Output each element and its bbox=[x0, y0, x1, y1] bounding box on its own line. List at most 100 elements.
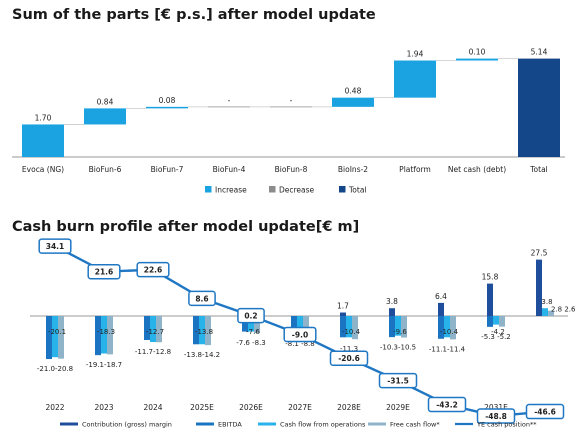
cash-position-label: 22.6 bbox=[144, 266, 163, 275]
cash-burn-bar-cfo bbox=[150, 316, 156, 343]
cash-burn-bar-contribution bbox=[438, 302, 444, 316]
cash-burn-lower-label: -8.1 -8.8 bbox=[285, 340, 315, 348]
cash-position-label: -20.6 bbox=[338, 354, 360, 363]
cash-burn-contribution-label: 27.5 bbox=[531, 249, 548, 258]
cash-burn-bar-ebitda bbox=[291, 316, 297, 333]
cash-position-label: -43.2 bbox=[436, 401, 458, 410]
waterfall-bar-bioins-2 bbox=[332, 97, 374, 107]
cash-position-point bbox=[38, 238, 72, 254]
waterfall-bar-platform bbox=[394, 60, 436, 98]
cash-burn-title: Cash burn profile after model update[€ m… bbox=[12, 219, 360, 235]
cash-burn-bar-fcf bbox=[499, 316, 505, 327]
cash-burn-cfo-label: -12.7 bbox=[146, 328, 164, 336]
cash-burn-category-label: 2029E bbox=[386, 403, 410, 412]
waterfall-value-label: 0.48 bbox=[345, 87, 362, 96]
cash-burn-bar-ebitda bbox=[144, 316, 150, 340]
cash-burn-bar-ebitda bbox=[487, 316, 493, 327]
cash-position-point bbox=[283, 326, 317, 343]
cash-burn-category-label: 2022 bbox=[45, 403, 64, 412]
waterfall-category-label: BioFun-8 bbox=[275, 165, 308, 174]
cash-position-label: -31.5 bbox=[387, 377, 409, 386]
cash-position-label: -9.0 bbox=[292, 330, 308, 339]
cash-burn-bar-fcf bbox=[58, 316, 64, 359]
cash-position-label: -46.6 bbox=[534, 408, 556, 417]
cash-burn-lower-label: -5.3 -5.2 bbox=[481, 333, 511, 341]
cash-burn-bar-cfo bbox=[395, 316, 401, 336]
cash-burn-contribution-label: 3.8 bbox=[386, 297, 398, 306]
cash-burn-category-label: 2031E bbox=[484, 403, 508, 412]
waterfall-category-label: BioIns-2 bbox=[338, 165, 368, 174]
cash-position-point bbox=[476, 408, 516, 424]
cash-burn-category-label: 2027E bbox=[288, 403, 312, 412]
cash-burn-cfo-label: 3.8 bbox=[541, 298, 552, 306]
cash-burn-bar-contribution bbox=[340, 312, 346, 316]
cash-burn-bar-fcf bbox=[303, 316, 309, 335]
cash-position-point bbox=[188, 290, 216, 307]
cash-burn-bar-cfo bbox=[444, 316, 450, 338]
cash-burn-bar-fcf bbox=[352, 316, 358, 340]
cash-burn-bar-cfo bbox=[297, 316, 303, 335]
cash-burn-lower-label: -19.1-18.7 bbox=[86, 361, 122, 369]
cash-burn-bar-ebitda bbox=[46, 316, 52, 360]
cash-burn-lower-label: -13.8-14.2 bbox=[184, 351, 220, 359]
waterfall-bar-biofun-6 bbox=[84, 108, 126, 125]
cash-burn-bar-fcf bbox=[254, 316, 260, 334]
cash-burn-bar-contribution bbox=[536, 259, 542, 316]
cash-burn-bar-fcf bbox=[156, 316, 162, 343]
cash-burn-bar-ebitda bbox=[95, 316, 101, 356]
cash-burn-bar-ebitda bbox=[389, 316, 395, 338]
cash-burn-contribution-label: 15.8 bbox=[482, 273, 499, 282]
waterfall-category-label: BioFun-7 bbox=[151, 165, 184, 174]
waterfall-legend-swatch bbox=[269, 186, 276, 193]
cash-burn-bar-cfo bbox=[542, 308, 548, 316]
cash-position-point bbox=[329, 350, 369, 366]
cash-position-label: 34.1 bbox=[46, 242, 65, 251]
waterfall-bar-net-cash-debt bbox=[456, 58, 498, 61]
cash-burn-category-label: 2025E bbox=[190, 403, 214, 412]
cash-burn-bar-ebitda bbox=[340, 316, 346, 338]
waterfall-chart: 1.70 Evoca (NG) 0.84 BioFun-6 0.08 BioFun-7 - B… bbox=[12, 48, 565, 195]
waterfall-value-label: 0.10 bbox=[469, 48, 486, 57]
cash-burn-contribution-label: 6.4 bbox=[435, 292, 447, 301]
cash-burn-bar-ebitda bbox=[193, 316, 199, 345]
cash-position-label: 8.6 bbox=[195, 294, 208, 303]
cash-position-label: -48.8 bbox=[485, 412, 507, 421]
cash-burn-bar-ebitda bbox=[438, 316, 444, 339]
cash-burn-lower-label: -10.3-10.5 bbox=[380, 344, 416, 352]
cash-burn-lower-label: -7.6 -8.3 bbox=[236, 339, 266, 347]
cash-burn-bar-cfo bbox=[346, 316, 352, 338]
cash-burn-bar-contribution bbox=[487, 283, 493, 316]
waterfall-value-label: 5.14 bbox=[531, 48, 548, 57]
cash-burn-bar-contribution bbox=[389, 308, 395, 316]
cash-position-point bbox=[427, 396, 467, 413]
waterfall-category-label: BioFun-6 bbox=[89, 165, 122, 174]
waterfall-category-label: Evoca (NG) bbox=[22, 165, 64, 174]
waterfall-legend-label: Increase bbox=[215, 186, 247, 195]
cash-burn-category-label: 2024 bbox=[143, 403, 162, 412]
cash-burn-lower-label: -11.1-11.4 bbox=[429, 345, 466, 353]
waterfall-bar-total bbox=[518, 58, 560, 157]
waterfall-value-label: - bbox=[228, 96, 231, 105]
cash-position-point bbox=[87, 263, 121, 280]
waterfall-category-label: BioFun-4 bbox=[213, 165, 246, 174]
cash-burn-lower-label: -11.7-12.8 bbox=[135, 348, 171, 356]
cash-burn-cfo-label: -13.8 bbox=[195, 328, 213, 336]
waterfall-bar-biofun-7 bbox=[146, 106, 188, 109]
waterfall-category-label: Net cash (debt) bbox=[448, 165, 506, 174]
waterfall-value-label: - bbox=[290, 96, 293, 105]
cash-burn-category-label: 2028E bbox=[337, 403, 361, 412]
cash-burn-cfo-label: -20.1 bbox=[48, 328, 66, 336]
waterfall-legend-swatch bbox=[339, 186, 346, 193]
cash-burn-cfo-label: -10.4 bbox=[440, 328, 459, 336]
cash-burn-legend-swatch bbox=[60, 422, 78, 426]
cash-position-label: 0.2 bbox=[244, 312, 257, 321]
cash-burn-lower-label: -11.3 bbox=[340, 345, 358, 353]
cash-burn-legend-label: Contribution (gross) margin bbox=[82, 421, 172, 429]
cash-burn-cfo-label: -18.3 bbox=[97, 328, 115, 336]
cash-burn-bar-fcf bbox=[401, 316, 407, 338]
cash-burn-cfo-label: -7.6 bbox=[246, 328, 260, 336]
cash-burn-bar-ebitda bbox=[242, 316, 248, 332]
cash-burn-cfo-label: -10.4 bbox=[342, 328, 361, 336]
cash-burn-bar-cfo bbox=[199, 316, 205, 345]
